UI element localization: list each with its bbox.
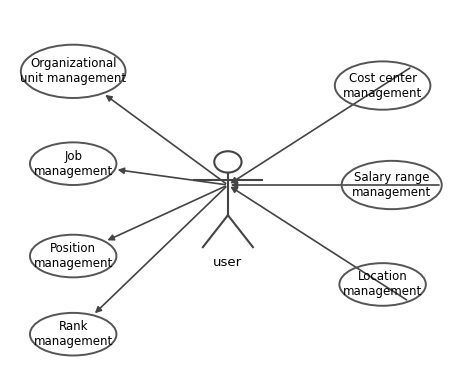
Text: Cost center
management: Cost center management xyxy=(343,71,422,100)
Text: Salary range
management: Salary range management xyxy=(352,171,431,199)
Text: Location
management: Location management xyxy=(343,270,422,299)
Text: Rank
management: Rank management xyxy=(34,320,113,348)
Text: Position
management: Position management xyxy=(34,242,113,270)
Text: Job
management: Job management xyxy=(34,150,113,178)
Text: Organizational
unit management: Organizational unit management xyxy=(20,57,126,85)
Text: user: user xyxy=(213,256,243,269)
